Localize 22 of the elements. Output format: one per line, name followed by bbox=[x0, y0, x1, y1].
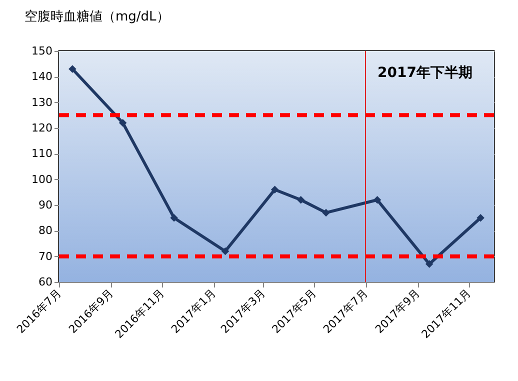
y-tick-label: 90 bbox=[38, 198, 52, 212]
y-tick-label: 60 bbox=[38, 276, 52, 288]
point bbox=[296, 196, 305, 204]
y-tick-label: 140 bbox=[32, 70, 52, 84]
ref-line-label: 2017年下半期 bbox=[378, 65, 472, 81]
y-tick-label: 70 bbox=[38, 250, 52, 263]
y-axis-title: 空腹時血糖値（mg/dL） bbox=[24, 10, 170, 24]
y-tick-label: 110 bbox=[32, 147, 52, 160]
point bbox=[476, 214, 484, 222]
y-tick-label: 100 bbox=[32, 172, 52, 186]
point bbox=[373, 196, 382, 204]
point bbox=[425, 260, 434, 268]
point bbox=[68, 65, 76, 73]
point bbox=[170, 214, 178, 222]
point bbox=[221, 247, 230, 256]
y-tick-label: 150 bbox=[32, 44, 52, 58]
y-tick-label: 120 bbox=[32, 122, 52, 134]
y-tick-label: 130 bbox=[32, 96, 52, 109]
point bbox=[270, 186, 279, 194]
y-tick-label: 80 bbox=[38, 224, 52, 238]
point bbox=[118, 118, 127, 127]
point bbox=[322, 208, 330, 217]
